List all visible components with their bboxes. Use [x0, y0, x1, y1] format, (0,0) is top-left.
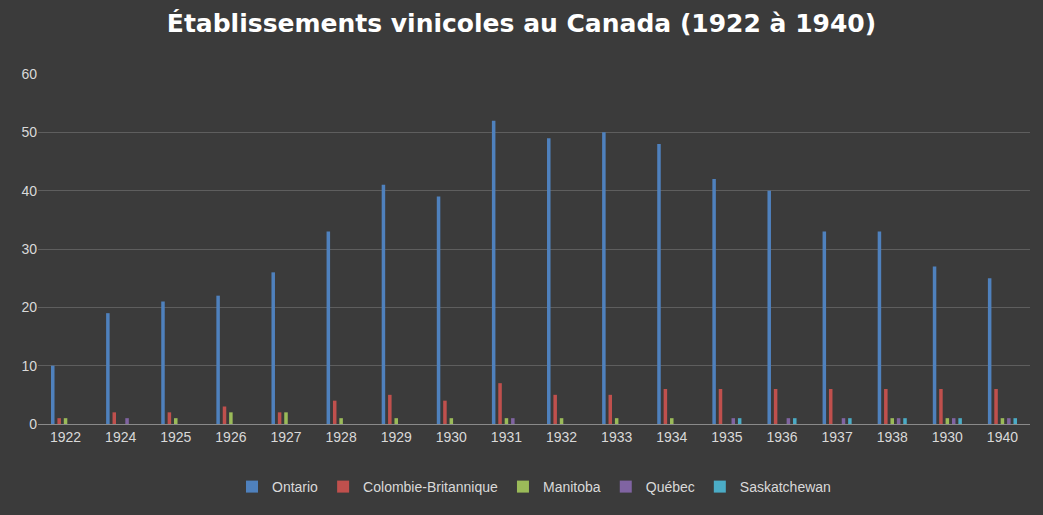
svg-text:1940: 1940: [987, 429, 1018, 445]
svg-text:Ontario: Ontario: [272, 479, 318, 495]
svg-text:1931: 1931: [491, 429, 522, 445]
svg-text:0: 0: [29, 416, 37, 432]
svg-text:1938: 1938: [877, 429, 908, 445]
svg-text:50: 50: [21, 124, 37, 140]
svg-text:1925: 1925: [160, 429, 191, 445]
svg-text:1937: 1937: [822, 429, 853, 445]
svg-text:1927: 1927: [270, 429, 301, 445]
svg-text:Québec: Québec: [646, 479, 695, 495]
svg-text:1930: 1930: [436, 429, 467, 445]
svg-text:1935: 1935: [711, 429, 742, 445]
svg-text:1932: 1932: [546, 429, 577, 445]
svg-text:Saskatchewan: Saskatchewan: [740, 479, 831, 495]
svg-text:60: 60: [21, 66, 37, 82]
svg-text:Manitoba: Manitoba: [543, 479, 601, 495]
svg-text:1936: 1936: [766, 429, 797, 445]
svg-text:30: 30: [21, 241, 37, 257]
svg-text:10: 10: [21, 358, 37, 374]
svg-text:Établissements vinicoles au Ca: Établissements vinicoles au Canada (1922…: [167, 9, 876, 38]
svg-text:1929: 1929: [381, 429, 412, 445]
svg-text:1934: 1934: [656, 429, 687, 445]
svg-text:1933: 1933: [601, 429, 632, 445]
svg-text:1930: 1930: [932, 429, 963, 445]
svg-text:Colombie-Britannique: Colombie-Britannique: [363, 479, 498, 495]
svg-text:20: 20: [21, 299, 37, 315]
svg-text:1924: 1924: [105, 429, 136, 445]
svg-text:40: 40: [21, 183, 37, 199]
svg-text:1928: 1928: [326, 429, 357, 445]
svg-text:1922: 1922: [50, 429, 81, 445]
svg-text:1926: 1926: [215, 429, 246, 445]
